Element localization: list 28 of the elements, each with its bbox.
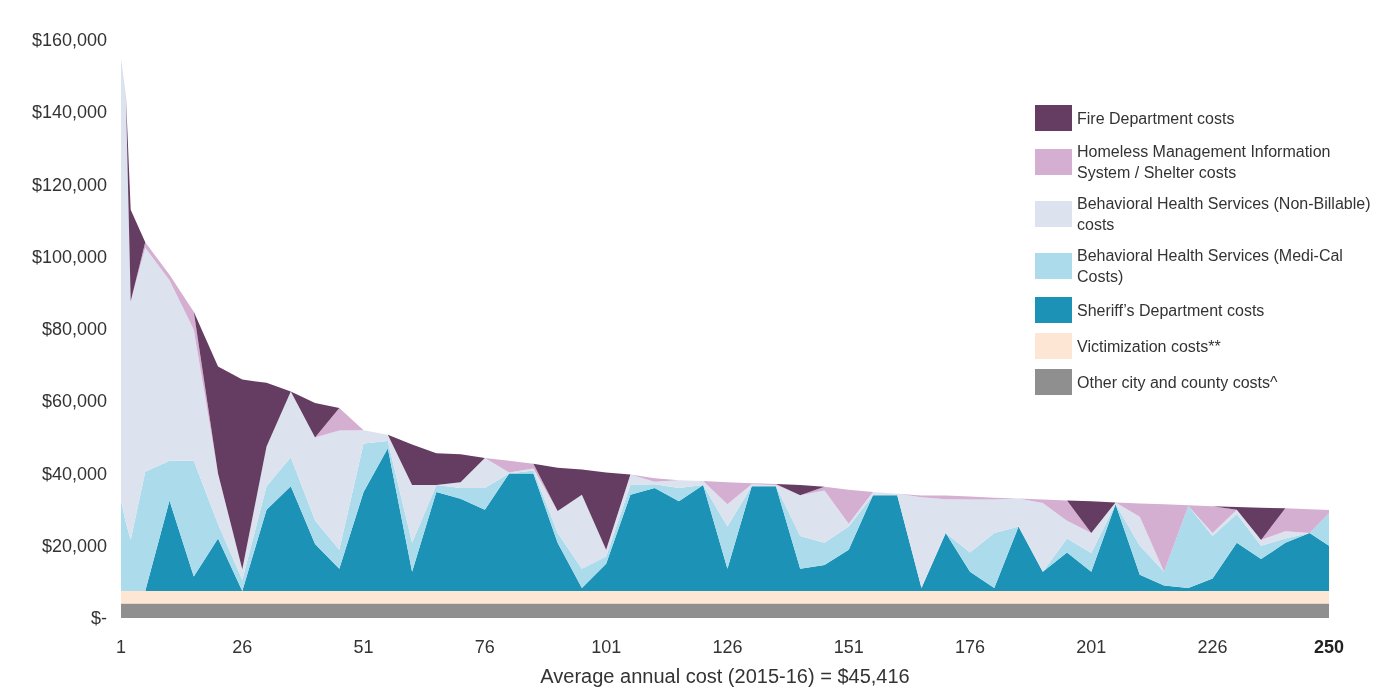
x-tick-label: 1 <box>115 637 127 657</box>
legend-label: Behavioral Health Services (Non-Billable) costs <box>1077 195 1375 233</box>
y-tick-label: $100,000 <box>31 246 107 267</box>
legend-label: Other city and county costs^ <box>1077 373 1278 391</box>
x-tick-label: 26 <box>232 637 253 657</box>
y-tick-label: $20,000 <box>41 535 107 556</box>
y-tick-label: $120,000 <box>31 174 107 195</box>
y-tick-label: $80,000 <box>41 319 107 339</box>
x-tick-label: 101 <box>591 637 622 657</box>
x-tick-label: 226 <box>1197 637 1228 657</box>
x-tick-label: 151 <box>833 637 864 657</box>
x-tick-label: 250 <box>1313 637 1345 657</box>
y-tick-label: $40,000 <box>41 463 107 484</box>
x-tick-label: 51 <box>353 637 374 657</box>
y-tick-label: $160,000 <box>31 30 107 50</box>
x-axis-title: Average annual cost (2015-16) = $45,416 <box>540 665 910 687</box>
legend-label: Victimization costs** <box>1077 337 1221 355</box>
y-tick-label: $60,000 <box>41 391 107 412</box>
legend-label: Sheriff’s Department costs <box>1077 301 1265 319</box>
x-tick-label: 201 <box>1076 637 1107 657</box>
legend-label: Fire Department costs <box>1077 109 1235 127</box>
legend-label: Homeless Management Information System / Shelter costs <box>1077 143 1335 181</box>
x-tick-label: 176 <box>954 637 986 657</box>
y-tick-label: $- <box>90 608 107 628</box>
legend-label: Behavioral Health Services (Medi-Cal Costs) <box>1077 247 1348 285</box>
x-tick-label: 126 <box>712 637 743 657</box>
y-tick-label: $140,000 <box>31 102 107 123</box>
x-tick-label: 76 <box>474 637 495 657</box>
